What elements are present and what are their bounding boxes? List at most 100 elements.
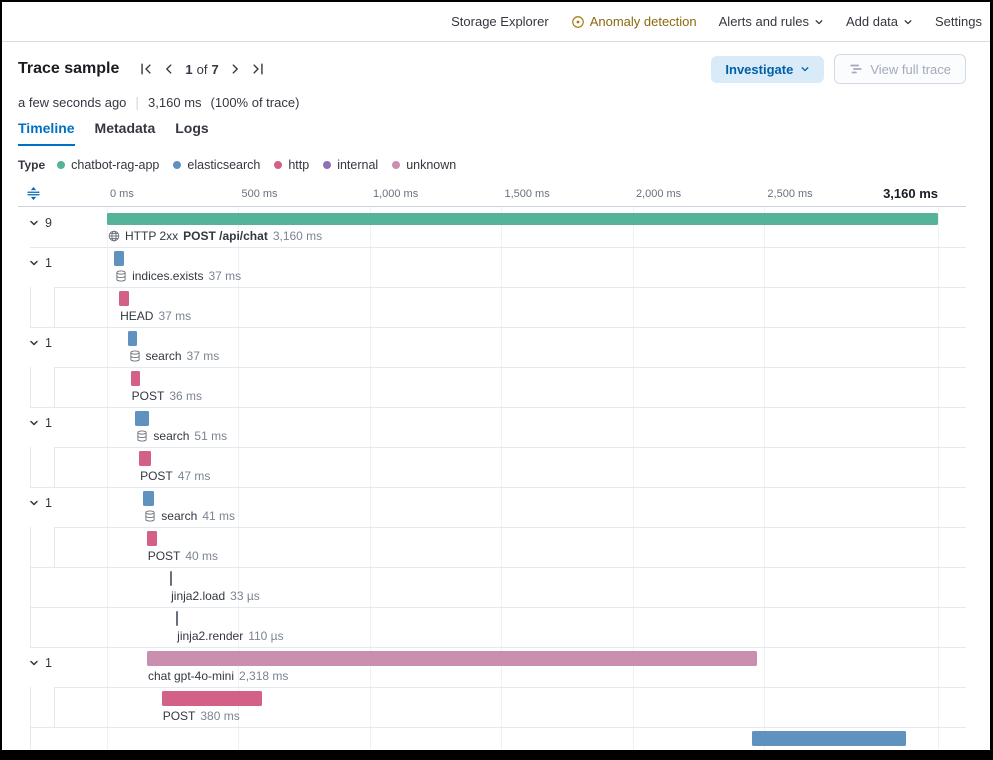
row-separator [30, 247, 966, 248]
top-nav-items: Storage Explorer Anomaly detection Alerts … [451, 14, 982, 29]
nav-item-alerts-and-rules[interactable]: Alerts and rules [719, 14, 824, 29]
waterfall-row: 1 search 37 ms [18, 327, 966, 367]
row-separator [54, 527, 966, 528]
legend-item-http: http [274, 158, 309, 172]
span-bar-post[interactable] [139, 451, 152, 466]
nav-item-add-data[interactable]: Add data [846, 14, 913, 29]
axis-tick-label: 2,000 ms [635, 188, 682, 200]
summary-divider: | [135, 94, 140, 110]
pagination-next-button[interactable] [228, 62, 242, 76]
pagination-first-button[interactable] [139, 62, 153, 76]
nav-item-label: Storage Explorer [451, 14, 549, 29]
trace-pagination: 1 of 7 [139, 62, 264, 77]
span-label[interactable]: HEAD 37 ms [120, 309, 191, 323]
pagination-prev-button[interactable] [162, 62, 176, 76]
span-bar-post[interactable] [146, 531, 158, 546]
toggle-children-button[interactable]: 1 [28, 336, 52, 350]
database-icon [136, 430, 148, 442]
row-separator [54, 687, 966, 688]
legend-dot [392, 161, 401, 169]
axis-tick-label: 3,160 ms [883, 186, 938, 201]
span-bar-indices-exists[interactable] [114, 251, 124, 266]
span-bar-post[interactable] [130, 371, 141, 386]
span-duration: 37 ms [186, 349, 220, 363]
pagination-total: 7 [211, 61, 219, 77]
waterfall-row: HEAD 37 ms [18, 287, 966, 327]
caret-icon [814, 17, 824, 27]
view-full-trace-button[interactable]: View full trace [834, 54, 966, 84]
database-icon [144, 510, 156, 522]
tab-timeline[interactable]: Timeline [18, 120, 75, 146]
tab-metadata[interactable]: Metadata [94, 120, 156, 136]
span-bar-search[interactable] [135, 411, 149, 426]
span-label[interactable]: POST 40 ms [148, 549, 218, 563]
gridline [369, 207, 371, 750]
indent-guide [54, 527, 55, 567]
span-bar-post[interactable] [161, 691, 262, 706]
toggle-children-button[interactable]: 1 [28, 656, 52, 670]
span-duration: 2,318 ms [239, 669, 289, 683]
gridlines [18, 207, 966, 750]
legend-label: unknown [406, 158, 457, 172]
span-label[interactable]: chat gpt-4o-mini 2,318 ms [148, 669, 288, 683]
span-bar-jinja2-load[interactable] [170, 571, 173, 586]
caret-icon [903, 17, 913, 27]
span-bar-span[interactable] [751, 731, 906, 746]
span-name: indices.exists [132, 269, 204, 283]
indent-guide [54, 287, 55, 327]
span-label[interactable]: POST 47 ms [140, 469, 210, 483]
waterfall-row: 1 search 51 ms [18, 407, 966, 447]
span-bar-head[interactable] [119, 291, 129, 306]
span-label[interactable]: jinja2.load 33 µs [171, 589, 260, 603]
span-label[interactable]: jinja2.render 110 µs [177, 629, 283, 643]
span-prefix: HTTP 2xx [125, 229, 179, 243]
toggle-children-button[interactable]: 1 [28, 496, 52, 510]
tab-logs[interactable]: Logs [175, 120, 209, 136]
span-bar-chat-gpt-4o-mini[interactable] [146, 651, 757, 666]
waterfall-row: jinja2.load 33 µs [18, 567, 966, 607]
span-label[interactable]: POST 36 ms [132, 389, 202, 403]
trace-header-actions: Investigate View full trace [711, 54, 966, 84]
gridline [107, 207, 108, 750]
span-bar-post-api-chat[interactable] [107, 213, 938, 225]
waterfall-row [18, 727, 966, 750]
indent-guide [54, 687, 55, 727]
child-count: 1 [45, 416, 52, 430]
waterfall-row: POST 380 ms [18, 687, 966, 727]
toggle-children-button[interactable]: 9 [28, 216, 52, 230]
child-count: 9 [45, 216, 52, 230]
span-bar-search[interactable] [143, 491, 155, 506]
row-separator [54, 447, 966, 448]
nav-item-settings[interactable]: Settings [935, 14, 982, 29]
collapse-all-button[interactable] [26, 186, 41, 201]
indent-guide [30, 447, 31, 487]
span-duration: 37 ms [158, 309, 192, 323]
legend-item-chatbot-rag-app: chatbot-rag-app [57, 158, 159, 172]
nav-item-storage-explorer[interactable]: Storage Explorer [451, 14, 549, 29]
span-label[interactable]: indices.exists 37 ms [115, 269, 241, 283]
span-label[interactable]: search 51 ms [136, 429, 227, 443]
span-label[interactable]: search 37 ms [129, 349, 220, 363]
span-bar-search[interactable] [127, 331, 138, 346]
trace-header: Trace sample 1 of 7 Investigate View full … [18, 52, 966, 86]
span-label[interactable]: POST 380 ms [163, 709, 240, 723]
last-page-icon [251, 62, 265, 76]
span-name: POST [131, 389, 165, 403]
prev-page-icon [162, 62, 176, 76]
span-label[interactable]: search 41 ms [144, 509, 235, 523]
database-icon [115, 270, 127, 282]
investigate-button[interactable]: Investigate [711, 55, 825, 83]
span-duration: 380 ms [200, 709, 240, 723]
legend-item-internal: internal [323, 158, 378, 172]
fold-icon [26, 186, 41, 201]
waterfall-row: 1 search 41 ms [18, 487, 966, 527]
toggle-children-button[interactable]: 1 [28, 416, 52, 430]
span-label[interactable]: HTTP 2xx POST /api/chat 3,160 ms [108, 229, 322, 243]
pagination-last-button[interactable] [251, 62, 265, 76]
span-name: search [161, 509, 198, 523]
span-name: jinja2.load [171, 589, 226, 603]
span-duration: 40 ms [185, 549, 219, 563]
toggle-children-button[interactable]: 1 [28, 256, 52, 270]
span-bar-jinja2-render[interactable] [176, 611, 179, 626]
nav-item-anomaly-detection[interactable]: Anomaly detection [571, 14, 697, 29]
